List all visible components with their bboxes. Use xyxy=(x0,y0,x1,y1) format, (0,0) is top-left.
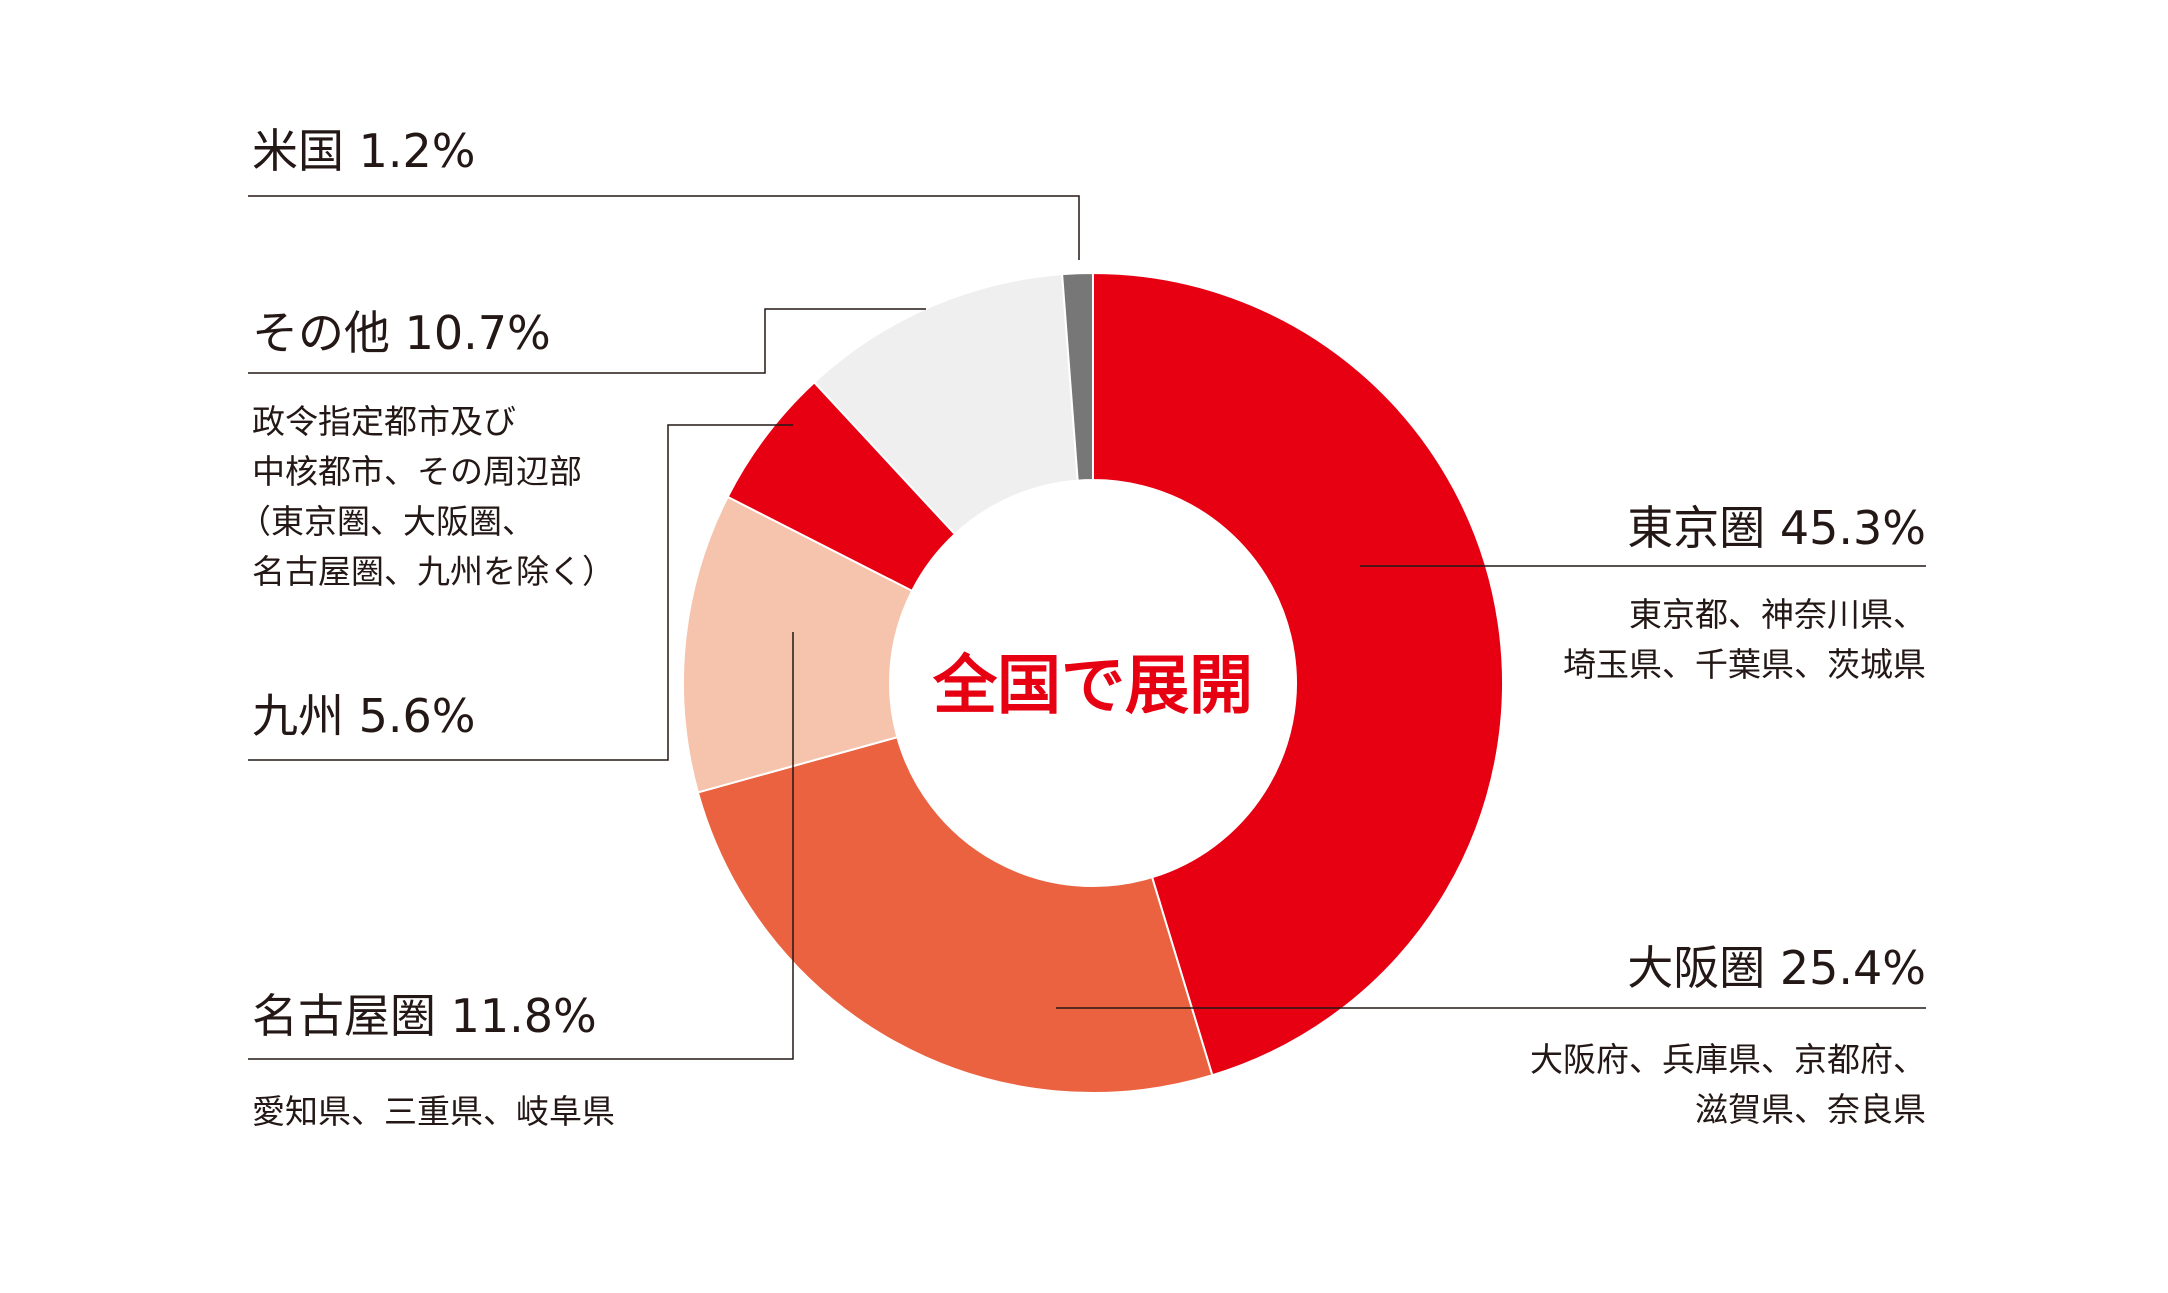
leader-lines xyxy=(248,195,1926,1060)
label-kyushu: 九州 5.6% xyxy=(252,689,476,743)
desc-osaka-line1: 大阪府、兵庫県、京都府、 xyxy=(1530,1040,1926,1079)
leader-kyushu xyxy=(248,424,793,761)
leader-other xyxy=(248,308,926,374)
desc-osaka-line2: 滋賀県、奈良県 xyxy=(1695,1090,1926,1129)
desc-other-line1: 政令指定都市及び xyxy=(252,402,516,441)
desc-other-line3: （東京圏、大阪圏、 xyxy=(238,502,535,541)
leader-usa xyxy=(248,195,1080,260)
label-nagoya: 名古屋圏 11.8% xyxy=(252,989,597,1043)
label-usa: 米国 1.2% xyxy=(252,124,476,178)
slice-tokyo xyxy=(1092,271,1504,1077)
label-tokyo: 東京圏 45.3% xyxy=(1627,501,1926,555)
leader-nagoya xyxy=(248,632,794,1060)
slice-other xyxy=(812,273,1079,536)
desc-tokyo-line1: 東京都、神奈川県、 xyxy=(1629,595,1926,634)
label-osaka: 大阪圏 25.4% xyxy=(1627,941,1926,995)
donut-slices xyxy=(682,271,1504,1094)
desc-tokyo-line2: 埼玉県、千葉県、茨城県 xyxy=(1563,645,1926,684)
desc-other-line4: 名古屋圏、九州を除く） xyxy=(252,552,615,591)
desc-other-line2: 中核都市、その周辺部 xyxy=(252,452,582,491)
desc-nagoya-line1: 愛知県、三重県、岐阜県 xyxy=(252,1092,615,1131)
slice-osaka xyxy=(696,735,1214,1094)
slice-usa xyxy=(1061,271,1094,482)
slice-nagoya xyxy=(682,495,914,794)
center-label: 全国で展開 xyxy=(932,650,1253,724)
label-other: その他 10.7% xyxy=(252,306,551,360)
